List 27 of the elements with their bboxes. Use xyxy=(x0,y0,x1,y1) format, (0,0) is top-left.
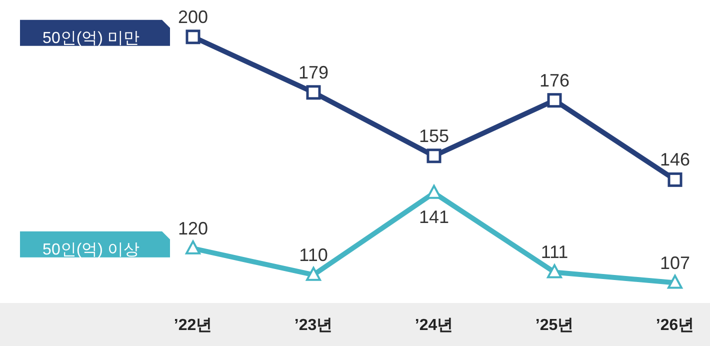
x-tick-label: ’25년 xyxy=(535,317,574,334)
data-label: 176 xyxy=(539,70,570,90)
point xyxy=(668,274,682,289)
point xyxy=(186,30,200,44)
data-label: 179 xyxy=(298,62,329,82)
data-label: 110 xyxy=(299,244,328,265)
text: 50인(억) 이상 xyxy=(42,241,140,258)
data-label: 146 xyxy=(660,150,690,170)
data-label: 141 xyxy=(418,206,450,227)
text: 50인(억) 미만 xyxy=(42,30,140,47)
x-tick-label: ’24년 xyxy=(414,317,454,334)
data-label: 155 xyxy=(418,126,450,146)
x-tick-label: ’22년 xyxy=(174,317,212,334)
point xyxy=(426,184,442,199)
point xyxy=(306,85,321,100)
point xyxy=(306,266,321,281)
x-tick-label: ’23년 xyxy=(294,317,333,334)
point xyxy=(186,240,200,254)
data-label: 107 xyxy=(660,252,690,273)
point xyxy=(668,172,682,187)
point xyxy=(547,264,562,278)
data-label: 200 xyxy=(178,6,208,27)
point xyxy=(547,93,562,108)
data-label: 120 xyxy=(178,218,208,238)
x-tick-label: ’26년 xyxy=(656,317,694,334)
point xyxy=(426,148,442,164)
data-label: 111 xyxy=(540,242,568,262)
